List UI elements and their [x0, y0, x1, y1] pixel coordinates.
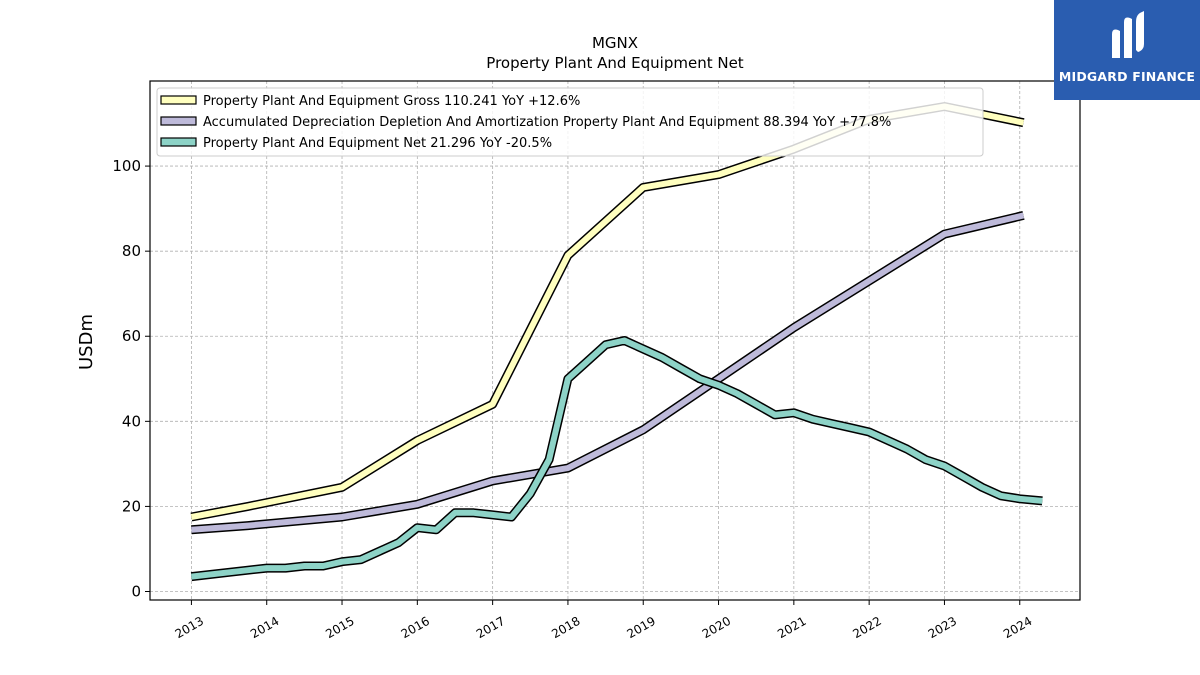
series-line-2 [190, 336, 1043, 582]
grid [150, 81, 1080, 600]
plot-frame [149, 80, 1081, 601]
legend-label: Accumulated Depreciation Depletion And A… [203, 115, 891, 130]
x-tick-label: 2023 [926, 614, 959, 641]
x-tick-label: 2022 [850, 614, 883, 641]
legend-item: Accumulated Depreciation Depletion And A… [160, 115, 891, 130]
series-line-1 [191, 211, 1025, 535]
brand-logo-text: MIDGARD FINANCE [1058, 69, 1196, 84]
x-tick-label: 2014 [248, 614, 281, 641]
x-tick-label: 2021 [775, 614, 808, 641]
legend-swatch [160, 116, 197, 126]
chart-subtitle: Property Plant And Equipment Net [486, 54, 743, 72]
y-axis-ticks: 0 20 40 60 80 100 [112, 157, 150, 600]
x-tick-label: 2017 [474, 614, 507, 641]
y-tick-label: 40 [122, 412, 141, 430]
legend-label: Property Plant And Equipment Gross 110.2… [203, 94, 580, 109]
series-stroke [191, 212, 1025, 533]
x-axis-ticks: 2013 2014 2015 2016 2017 2018 2019 2020 2021 2022… [173, 600, 1034, 641]
y-tick-label: 20 [122, 497, 141, 515]
legend-item: Property Plant And Equipment Net 21.296 … [160, 136, 552, 151]
y-tick-label: 60 [122, 327, 141, 345]
brand-logo: MIDGARD FINANCE [1054, 0, 1200, 100]
x-tick-label: 2016 [399, 614, 432, 641]
legend: Property Plant And Equipment Gross 110.2… [156, 87, 984, 157]
y-tick-label: 80 [122, 242, 141, 260]
x-tick-label: 2019 [625, 614, 658, 641]
x-tick-label: 2020 [700, 614, 733, 641]
brand-logo-mark-icon [1112, 11, 1144, 58]
legend-swatch [160, 95, 197, 105]
legend-swatch [160, 137, 197, 147]
chart-title: MGNX [592, 34, 638, 52]
x-tick-label: 2024 [1001, 614, 1034, 641]
legend-frame [156, 87, 984, 157]
x-tick-label: 2013 [173, 614, 206, 641]
y-tick-label: 0 [131, 582, 141, 600]
legend-item: Property Plant And Equipment Gross 110.2… [160, 94, 580, 109]
y-tick-label: 100 [112, 157, 141, 175]
series-stroke [191, 337, 1043, 580]
x-tick-label: 2018 [549, 614, 582, 641]
y-axis-label: USDm [76, 314, 97, 370]
legend-label: Property Plant And Equipment Net 21.296 … [203, 136, 552, 151]
x-tick-label: 2015 [323, 614, 356, 641]
